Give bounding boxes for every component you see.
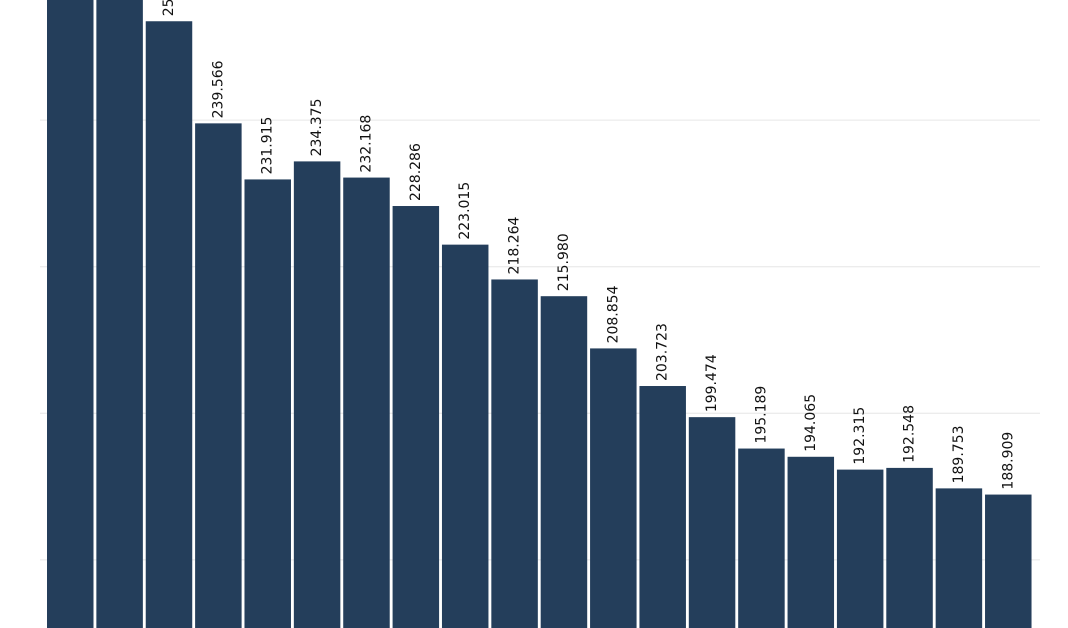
bar [935,488,983,628]
value-label: 188.909 [1000,432,1016,490]
value-label: 203.723 [655,323,671,381]
bar [145,21,193,628]
value-label: 234.375 [309,98,325,156]
bar [688,417,736,628]
bar [47,0,94,628]
bar [886,467,933,628]
value-label: 231.915 [260,117,276,175]
bar [293,161,341,628]
bar [491,279,538,628]
bar [590,348,637,628]
bar [738,448,785,628]
value-label: 189.753 [951,425,967,483]
value-label: 228.286 [408,143,424,201]
bar [787,456,835,628]
bar [985,494,1032,628]
bar [343,177,390,628]
value-label: 218.264 [507,216,523,274]
value-label: 253.500 [161,0,177,16]
value-label: 215.980 [556,233,572,291]
bar [244,179,291,628]
value-label: 232.168 [358,115,374,173]
value-label: 223.015 [457,182,473,240]
value-label: 192.315 [852,407,868,465]
bar [639,386,686,628]
bar [96,0,143,628]
value-label: 195.189 [753,386,769,444]
bar [392,206,440,628]
bar [441,244,489,628]
bar [540,296,588,628]
bar [836,469,884,628]
value-label: 194.065 [803,394,819,452]
value-label: 239.566 [210,60,226,118]
value-label: 192.548 [902,405,918,463]
value-label: 199.474 [704,354,720,412]
bar [195,123,242,628]
value-label: 208.854 [605,285,621,343]
